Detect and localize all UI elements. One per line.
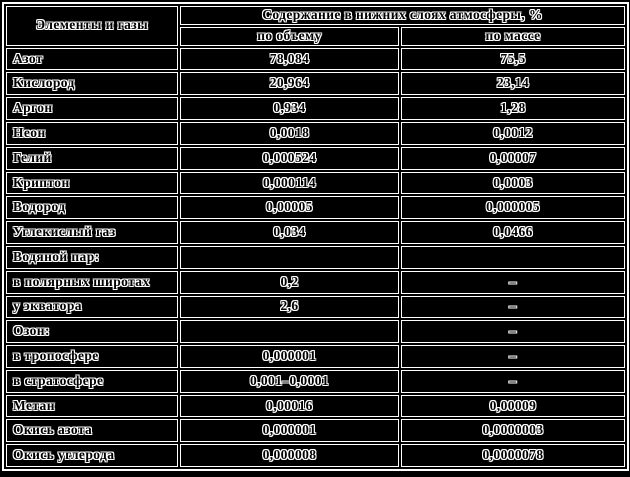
table-row: в полярных широтах 0,2 –: [6, 270, 625, 294]
row-label: Неон: [6, 122, 178, 145]
table-row: Гелий 0,000524 0,00007: [6, 146, 625, 170]
table-row: Водород 0,00005 0,000005: [6, 196, 625, 220]
row-label: Аргон: [6, 97, 178, 121]
row-label: Азот: [6, 47, 178, 71]
table-row: Азот 78,084 75,5: [6, 47, 625, 71]
table-row: Неон 0,0018 0,0012: [6, 122, 625, 145]
mass-value: 0,0000003: [401, 419, 625, 443]
mass-value: 75,5: [401, 47, 625, 71]
mass-value: –: [401, 295, 625, 319]
mass-value: 23,14: [401, 72, 625, 96]
volume-value: 0,934: [180, 97, 399, 121]
mass-value: 0,0003: [401, 171, 625, 195]
volume-value: 0,000114: [180, 171, 399, 195]
row-label: Водяной пар:: [6, 245, 178, 269]
table-row: Окись углерода 0,000008 0,0000078: [6, 444, 625, 467]
mass-value: [401, 245, 625, 269]
column-header-content-group: Содержание в нижних слоях атмосферы, %: [180, 6, 625, 25]
header-row-group: Элементы и газы Содержание в нижних слоя…: [6, 6, 625, 46]
table-body: Азот 78,084 75,5 Кислород 20,964 23,14 А…: [6, 47, 625, 467]
mass-value: 0,0000078: [401, 444, 625, 467]
mass-value: 0,00009: [401, 394, 625, 418]
row-label: у экватора: [6, 295, 178, 319]
row-label: Гелий: [6, 146, 178, 170]
mass-value: –: [401, 345, 625, 368]
mass-value: 0,00007: [401, 146, 625, 170]
row-label: Криптон: [6, 171, 178, 195]
table-row: в стратосфере 0,001–0,0001 –: [6, 369, 625, 393]
table-row: Углекислый газ 0,034 0,0466: [6, 221, 625, 244]
column-header-by-mass: по массе: [401, 26, 625, 46]
mass-value: –: [401, 270, 625, 294]
mass-value: –: [401, 369, 625, 393]
row-label: Водород: [6, 196, 178, 220]
atmosphere-composition-table: Элементы и газы Содержание в нижних слоя…: [2, 2, 629, 471]
volume-value: 0,034: [180, 221, 399, 244]
column-header-elements: Элементы и газы: [6, 6, 178, 46]
volume-value: 0,00016: [180, 394, 399, 418]
volume-value: [180, 320, 399, 344]
volume-value: 0,001–0,0001: [180, 369, 399, 393]
volume-value: 0,000008: [180, 444, 399, 467]
table-row: в тропосфере 0,000001 –: [6, 345, 625, 368]
row-label: Метан: [6, 394, 178, 418]
table-row: Криптон 0,000114 0,0003: [6, 171, 625, 195]
table-row: у экватора 2,6 –: [6, 295, 625, 319]
table-row: Окись азота 0,000001 0,0000003: [6, 419, 625, 443]
row-label: Озон:: [6, 320, 178, 344]
volume-value: 78,084: [180, 47, 399, 71]
mass-value: 0,000005: [401, 196, 625, 220]
mass-value: 0,0012: [401, 122, 625, 145]
volume-value: 0,000524: [180, 146, 399, 170]
mass-value: 0,0466: [401, 221, 625, 244]
header-row-sub: по объему по массе: [6, 26, 625, 46]
mass-value: 1,28: [401, 97, 625, 121]
volume-value: [180, 245, 399, 269]
volume-value: 20,964: [180, 72, 399, 96]
row-label: в стратосфере: [6, 369, 178, 393]
volume-value: 0,2: [180, 270, 399, 294]
row-label: в полярных широтах: [6, 270, 178, 294]
volume-value: 2,6: [180, 295, 399, 319]
table-row: Метан 0,00016 0,00009: [6, 394, 625, 418]
table-row: Аргон 0,934 1,28: [6, 97, 625, 121]
volume-value: 0,00005: [180, 196, 399, 220]
table-header: Элементы и газы Содержание в нижних слоя…: [6, 6, 625, 46]
volume-value: 0,000001: [180, 345, 399, 368]
volume-value: 0,0018: [180, 122, 399, 145]
row-label: Кислород: [6, 72, 178, 96]
mass-value: –: [401, 320, 625, 344]
table-row: Озон: –: [6, 320, 625, 344]
row-label: Окись азота: [6, 419, 178, 443]
row-label: Окись углерода: [6, 444, 178, 467]
row-label: Углекислый газ: [6, 221, 178, 244]
column-header-by-volume: по объему: [180, 26, 399, 46]
table-row: Водяной пар:: [6, 245, 625, 269]
row-label: в тропосфере: [6, 345, 178, 368]
table-row: Кислород 20,964 23,14: [6, 72, 625, 96]
volume-value: 0,000001: [180, 419, 399, 443]
